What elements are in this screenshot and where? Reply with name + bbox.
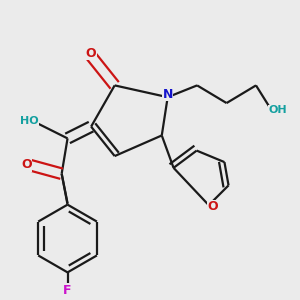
Text: O: O [86,46,96,59]
Text: HO: HO [20,116,39,126]
Text: O: O [21,158,32,171]
Text: O: O [208,200,218,213]
Text: OH: OH [269,105,287,116]
Text: N: N [163,88,173,101]
Text: F: F [63,284,72,296]
